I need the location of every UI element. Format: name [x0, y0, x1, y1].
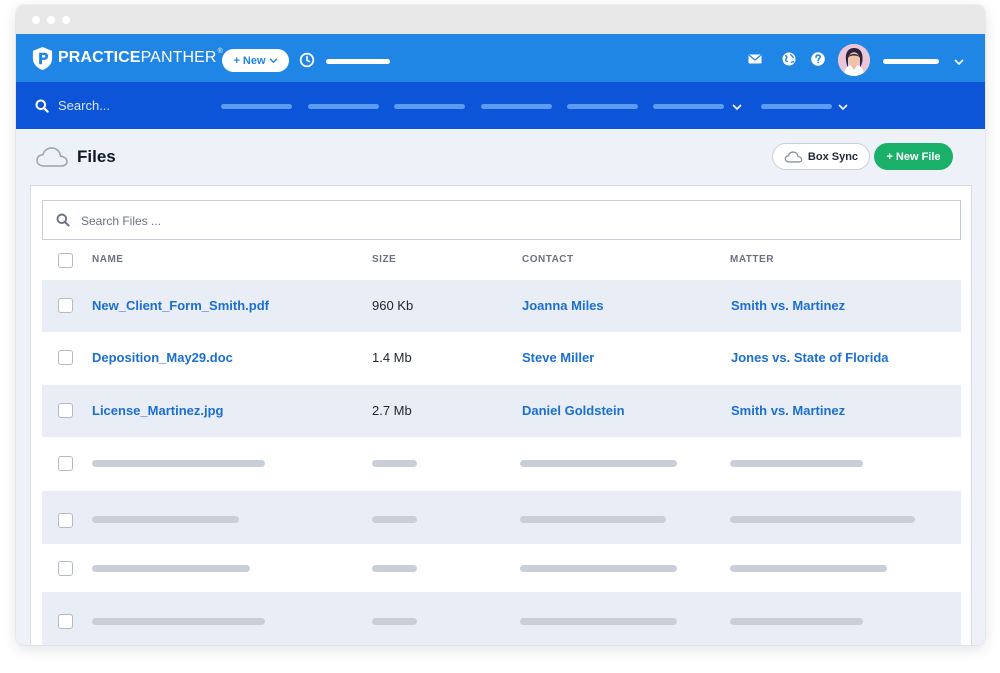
- placeholder-bar: [730, 516, 915, 523]
- help-icon[interactable]: [810, 51, 826, 67]
- window-dot: [32, 16, 40, 24]
- placeholder-bar: [372, 618, 417, 625]
- column-header-size[interactable]: SIZE: [372, 254, 397, 265]
- user-name-placeholder: [883, 59, 939, 64]
- placeholder-bar: [730, 565, 887, 572]
- panther-logo-icon: [32, 46, 53, 70]
- placeholder-bar: [730, 460, 863, 467]
- box-sync-button[interactable]: Box Sync: [772, 143, 870, 170]
- placeholder-bar: [730, 618, 863, 625]
- row-checkbox[interactable]: [58, 456, 73, 471]
- placeholder-bar: [92, 565, 250, 572]
- files-panel: NAME SIZE CONTACT MATTER New_Client_Form…: [30, 185, 972, 645]
- chevron-down-icon[interactable]: [732, 104, 742, 111]
- avatar-illustration: [838, 44, 870, 76]
- contact-link[interactable]: Daniel Goldstein: [522, 403, 625, 418]
- nav-item[interactable]: [394, 104, 465, 109]
- window-dot: [62, 16, 70, 24]
- placeholder-bar: [520, 618, 677, 625]
- column-header-matter[interactable]: MATTER: [730, 254, 774, 265]
- search-icon[interactable]: [35, 99, 49, 113]
- top-bar: PRACTICEPANTHER ® + New: [16, 34, 985, 82]
- table-row[interactable]: License_Martinez.jpg 2.7 Mb Daniel Golds…: [42, 385, 961, 437]
- timer-placeholder: [326, 59, 390, 64]
- placeholder-bar: [520, 460, 677, 467]
- row-checkbox[interactable]: [58, 298, 73, 313]
- new-button-label: + New: [233, 54, 266, 67]
- chevron-down-icon: [269, 57, 277, 63]
- file-search-input[interactable]: [81, 211, 941, 231]
- row-checkbox[interactable]: [58, 614, 73, 629]
- file-name-link[interactable]: License_Martinez.jpg: [92, 403, 224, 418]
- placeholder-row: [42, 544, 961, 592]
- globe-icon[interactable]: [781, 51, 797, 67]
- table-row[interactable]: New_Client_Form_Smith.pdf 960 Kb Joanna …: [42, 280, 961, 332]
- contact-link[interactable]: Steve Miller: [522, 350, 595, 365]
- page-title: Files: [77, 147, 116, 166]
- nav-item[interactable]: [308, 104, 379, 109]
- nav-item[interactable]: [221, 104, 292, 109]
- placeholder-row: [42, 491, 961, 544]
- placeholder-bar: [520, 516, 666, 523]
- placeholder-bar: [372, 460, 417, 467]
- app-window: PRACTICEPANTHER ® + New: [16, 5, 985, 645]
- page-header: Files Box Sync + New File: [16, 129, 985, 185]
- file-size: 2.7 Mb: [372, 403, 412, 418]
- select-all-checkbox[interactable]: [58, 253, 73, 268]
- new-file-button[interactable]: + New File: [874, 143, 953, 170]
- box-sync-label: Box Sync: [807, 150, 859, 163]
- chevron-down-icon[interactable]: [954, 59, 964, 66]
- brand-logo[interactable]: PRACTICEPANTHER ®: [31, 46, 223, 70]
- nav-bar: Search...: [16, 82, 985, 129]
- table-header: NAME SIZE CONTACT MATTER: [42, 240, 961, 280]
- matter-link[interactable]: Smith vs. Martinez: [731, 403, 846, 418]
- mail-icon[interactable]: [747, 51, 763, 67]
- placeholder-row: [42, 437, 961, 491]
- user-avatar[interactable]: [838, 44, 870, 76]
- file-size: 960 Kb: [372, 298, 414, 313]
- file-name-link[interactable]: Deposition_May29.doc: [92, 350, 233, 365]
- placeholder-bar: [92, 516, 239, 523]
- global-search-input[interactable]: Search...: [58, 98, 111, 113]
- cloud-icon: [784, 150, 803, 163]
- cloud-icon: [36, 147, 68, 167]
- placeholder-bar: [372, 516, 417, 523]
- placeholder-bar: [92, 460, 265, 467]
- matter-link[interactable]: Smith vs. Martinez: [731, 298, 846, 313]
- contact-link[interactable]: Joanna Miles: [522, 298, 604, 313]
- chevron-down-icon[interactable]: [838, 104, 848, 111]
- nav-item-dropdown[interactable]: [761, 104, 832, 109]
- file-search-box[interactable]: [42, 200, 961, 240]
- column-header-contact[interactable]: CONTACT: [522, 254, 574, 265]
- row-checkbox[interactable]: [58, 403, 73, 418]
- nav-item-dropdown[interactable]: [653, 104, 724, 109]
- row-checkbox[interactable]: [58, 561, 73, 576]
- brand-name-bold: PRACTICE: [58, 49, 141, 66]
- file-size: 1.4 Mb: [372, 350, 412, 365]
- placeholder-bar: [92, 618, 265, 625]
- placeholder-row: [42, 592, 961, 645]
- new-button[interactable]: + New: [222, 49, 289, 72]
- row-checkbox[interactable]: [58, 350, 73, 365]
- nav-item[interactable]: [481, 104, 552, 109]
- brand-name-thin: PANTHER: [140, 49, 217, 66]
- window-dot: [47, 16, 55, 24]
- column-header-name[interactable]: NAME: [92, 254, 124, 265]
- nav-item[interactable]: [567, 104, 638, 109]
- search-icon: [56, 213, 70, 227]
- placeholder-bar: [372, 565, 417, 572]
- file-name-link[interactable]: New_Client_Form_Smith.pdf: [92, 298, 269, 313]
- brand-registered-mark: ®: [217, 47, 223, 55]
- row-checkbox[interactable]: [58, 513, 73, 528]
- placeholder-bar: [520, 565, 677, 572]
- window-titlebar: [16, 5, 985, 34]
- clock-icon[interactable]: [299, 52, 315, 68]
- brand-name: PRACTICEPANTHER: [58, 49, 217, 67]
- new-file-label: + New File: [886, 150, 941, 163]
- matter-link[interactable]: Jones vs. State of Florida: [731, 350, 889, 365]
- table-row[interactable]: Deposition_May29.doc 1.4 Mb Steve Miller…: [42, 332, 961, 385]
